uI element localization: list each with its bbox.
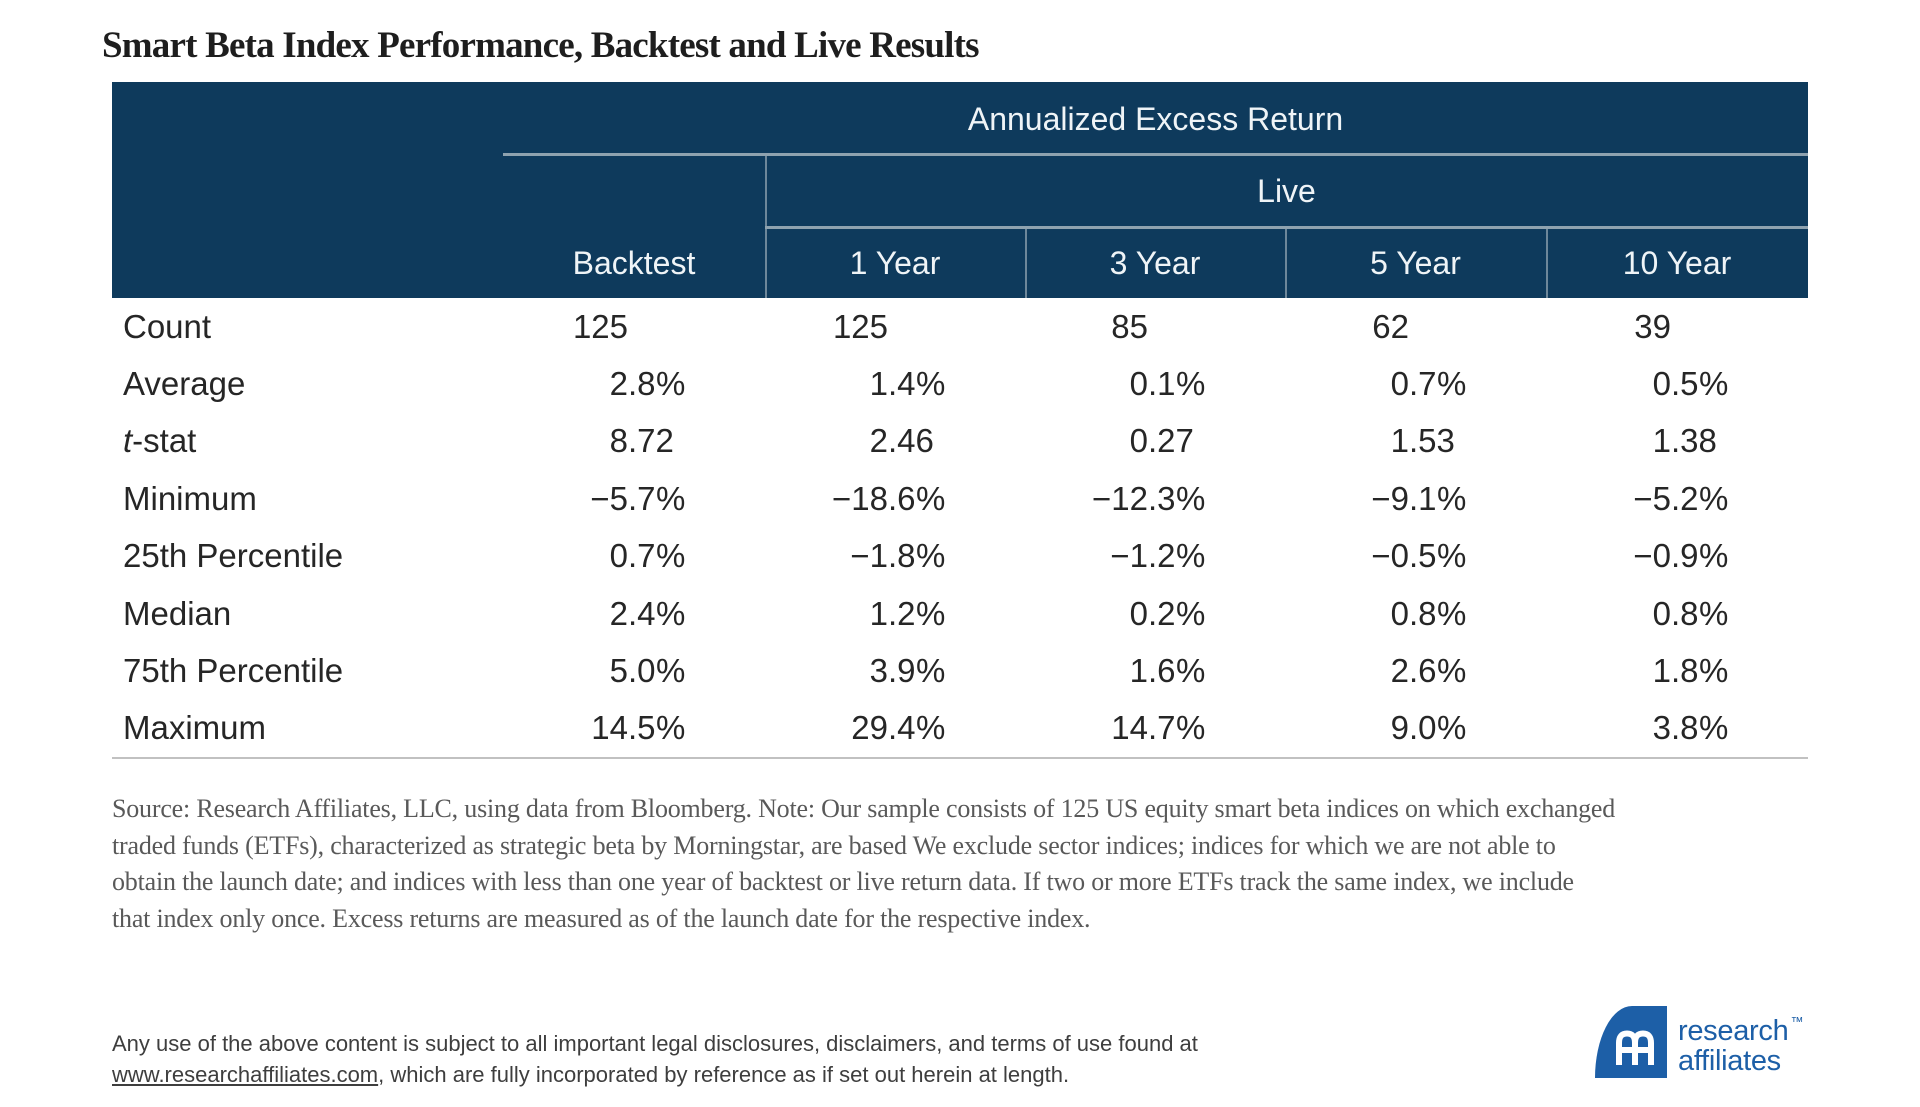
row-label: Median: [123, 594, 232, 632]
cell-value: 1.4%: [869, 365, 946, 403]
cell-value: 1.38: [1652, 422, 1717, 460]
cell-value: −12.3%: [1092, 479, 1206, 517]
table-row: Median 2.4% 1.2% 0.2% 0.8% 0.8%: [112, 585, 1808, 642]
table-row: Minimum −5.7% −18.6% −12.3% −9.1% −5.2%: [112, 470, 1808, 527]
cell-value: −1.8%: [850, 537, 946, 575]
cell-value: 29.4%: [851, 709, 946, 747]
cell-value: 5.0%: [609, 652, 686, 690]
cell-value: 3.9%: [869, 652, 946, 690]
table-row: Count 125 125 85 62 39: [112, 298, 1808, 355]
source-note-line: Source: Research Affiliates, LLC, using …: [112, 794, 1616, 823]
table-body: Count 125 125 85 62 39 Average 2.8% 1.4% 0.1% 0.7%…: [112, 82, 1808, 760]
row-label: Maximum: [123, 709, 267, 747]
cell-value: 9.0%: [1390, 709, 1467, 747]
cell-value: −5.2%: [1633, 479, 1729, 517]
table-row: 75th Percentile 5.0% 3.9% 1.6% 2.6% 1.8%: [112, 642, 1808, 699]
header-live: Live: [1257, 173, 1316, 209]
column-header-10-year: 10 Year: [1622, 245, 1732, 281]
cell-value: −9.1%: [1371, 479, 1467, 517]
cell-value: 0.27: [1129, 422, 1194, 460]
cell-value: 0.5%: [1652, 365, 1729, 403]
column-header-1-year: 1 Year: [849, 245, 941, 281]
source-note-line: obtain the launch date; and indices with…: [112, 867, 1574, 896]
research-affiliates-logo: research ™ affiliates: [1595, 1004, 1803, 1078]
cell-value: 0.7%: [1390, 365, 1467, 403]
cell-value: 0.8%: [1390, 594, 1467, 632]
row-label: Count: [123, 307, 212, 345]
table-bottom-border: [112, 757, 1808, 759]
cell-value: 125: [572, 307, 628, 345]
performance-table: Annualized Excess Return Live Backtest 1…: [112, 82, 1808, 760]
cell-value: 3.8%: [1652, 709, 1729, 747]
research-affiliates-link[interactable]: www.researchaffiliates.com: [112, 1062, 379, 1087]
logo-line-affiliates: affiliates: [1678, 1044, 1781, 1077]
cell-value: 85: [1111, 307, 1148, 345]
cell-value: 1.8%: [1652, 652, 1729, 690]
cell-value: 2.8%: [609, 365, 686, 403]
trademark-symbol: ™: [1790, 1013, 1804, 1029]
cell-value: 2.4%: [609, 594, 686, 632]
cell-value: 14.5%: [591, 709, 686, 747]
cell-value: 1.2%: [869, 594, 946, 632]
row-label: t -stat: [123, 422, 197, 460]
cell-value: 1.53: [1390, 422, 1455, 460]
header-rule-live: [765, 226, 1808, 229]
cell-value: 14.7%: [1111, 709, 1206, 747]
cell-value: 0.2%: [1129, 594, 1206, 632]
row-label: Minimum: [123, 479, 257, 517]
cell-value: −1.2%: [1110, 537, 1206, 575]
disclaimer-text: Any use of the above content is subject …: [112, 1031, 1198, 1056]
cell-value: 2.46: [869, 422, 934, 460]
logo-wordmark: research ™ affiliates: [1678, 1007, 1803, 1076]
legal-disclaimer: Any use of the above content is subject …: [112, 1028, 1412, 1090]
header-rule-annualized: [503, 153, 1808, 156]
table-header: Annualized Excess Return Live Backtest 1…: [112, 82, 1808, 298]
cell-value: 1.6%: [1129, 652, 1206, 690]
cell-value: 2.6%: [1390, 652, 1467, 690]
row-label: 25th Percentile: [123, 537, 344, 575]
source-note-line: traded funds (ETFs), characterized as st…: [112, 830, 1556, 860]
cell-value: 39: [1634, 307, 1671, 345]
cell-value: 125: [832, 307, 888, 345]
column-divider-3y-5y: [1285, 229, 1287, 298]
cell-value: 0.7%: [609, 537, 686, 575]
table-row: 25th Percentile 0.7% −1.8% −1.2% −0.5% −0.9%: [112, 528, 1808, 585]
column-header-3-year: 3 Year: [1109, 245, 1201, 281]
logo-line-research: research ™: [1678, 1013, 1804, 1047]
cell-value: 0.1%: [1129, 365, 1206, 403]
source-note-line: that index only once. Excess returns are…: [112, 903, 1091, 933]
column-header-5-year: 5 Year: [1370, 245, 1461, 281]
cell-value: 8.72: [609, 422, 674, 460]
table-row: t -stat 8.72 2.46 0.27 1.53 1.38: [112, 413, 1808, 470]
column-header-backtest: Backtest: [572, 245, 696, 281]
header-annualized-excess-return: Annualized Excess Return: [967, 101, 1344, 137]
cell-value: −0.5%: [1371, 537, 1467, 575]
page-title: Smart Beta Index Performance, Backtest a…: [102, 25, 980, 66]
table-row: Maximum 14.5% 29.4% 14.7% 9.0% 3.8%: [112, 700, 1808, 757]
column-divider-5y-10y: [1546, 229, 1548, 298]
column-divider-1y-3y: [1025, 229, 1027, 298]
disclaimer-text: , which are fully incorporated by refere…: [378, 1062, 1070, 1087]
cell-value: 62: [1372, 307, 1409, 345]
ra-logo-mark: [1595, 1006, 1667, 1078]
cell-value: −18.6%: [832, 479, 946, 517]
source-note: Source: Research Affiliates, LLC, using …: [112, 791, 1812, 937]
row-label: Average: [123, 365, 246, 403]
cell-value: −0.9%: [1633, 537, 1729, 575]
row-label: 75th Percentile: [123, 652, 344, 690]
cell-value: 0.8%: [1652, 594, 1729, 632]
cell-value: −5.7%: [590, 479, 686, 517]
column-divider-backtest-live: [765, 156, 767, 298]
table-row: Average 2.8% 1.4% 0.1% 0.7% 0.5%: [112, 355, 1808, 412]
